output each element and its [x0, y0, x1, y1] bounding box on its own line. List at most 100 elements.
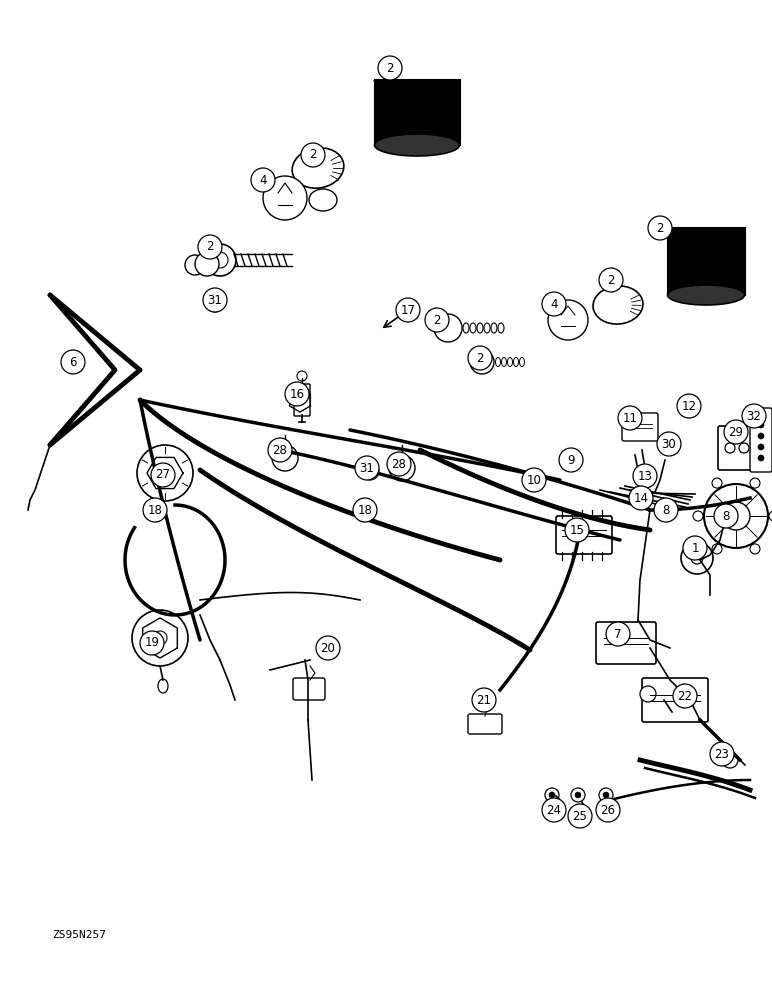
Text: 2: 2	[656, 222, 664, 234]
Text: 8: 8	[723, 510, 730, 522]
Text: 16: 16	[290, 387, 304, 400]
Text: 18: 18	[357, 504, 372, 516]
Ellipse shape	[496, 358, 500, 366]
Circle shape	[353, 498, 377, 522]
Circle shape	[712, 478, 722, 488]
Circle shape	[722, 502, 750, 530]
Circle shape	[203, 288, 227, 312]
Circle shape	[769, 511, 772, 521]
FancyBboxPatch shape	[468, 714, 502, 734]
Circle shape	[157, 465, 173, 481]
Text: 24: 24	[547, 804, 561, 816]
Circle shape	[297, 371, 307, 381]
Text: 13: 13	[638, 470, 652, 483]
Ellipse shape	[309, 189, 337, 211]
Circle shape	[195, 252, 219, 276]
Circle shape	[725, 443, 735, 453]
Text: 17: 17	[401, 304, 415, 316]
Circle shape	[603, 792, 609, 798]
Circle shape	[61, 350, 85, 374]
Circle shape	[212, 252, 228, 268]
FancyBboxPatch shape	[718, 426, 772, 470]
Text: 23: 23	[715, 748, 730, 760]
Text: 21: 21	[476, 694, 492, 706]
Circle shape	[742, 404, 766, 428]
Circle shape	[648, 216, 672, 240]
Text: 25: 25	[573, 810, 587, 822]
Circle shape	[571, 788, 585, 802]
Text: 29: 29	[729, 426, 743, 438]
Circle shape	[596, 798, 620, 822]
Circle shape	[542, 292, 566, 316]
Circle shape	[677, 394, 701, 418]
Circle shape	[545, 788, 559, 802]
Circle shape	[268, 438, 292, 462]
Ellipse shape	[484, 323, 490, 333]
Circle shape	[599, 788, 613, 802]
Circle shape	[758, 433, 764, 439]
Ellipse shape	[507, 358, 513, 366]
Circle shape	[137, 445, 193, 501]
Circle shape	[251, 168, 275, 192]
Text: 30: 30	[662, 438, 676, 450]
Ellipse shape	[513, 358, 519, 366]
Circle shape	[750, 478, 760, 488]
Circle shape	[361, 462, 379, 480]
FancyBboxPatch shape	[622, 413, 658, 441]
Circle shape	[606, 622, 630, 646]
Circle shape	[722, 752, 738, 768]
Text: 4: 4	[259, 174, 267, 186]
Circle shape	[206, 294, 224, 312]
Circle shape	[140, 631, 164, 655]
Circle shape	[185, 255, 205, 275]
Circle shape	[470, 350, 494, 374]
Text: 11: 11	[622, 412, 638, 424]
Circle shape	[387, 452, 411, 476]
Text: 2: 2	[310, 148, 317, 161]
FancyBboxPatch shape	[556, 516, 612, 554]
Circle shape	[403, 303, 417, 317]
FancyBboxPatch shape	[750, 408, 772, 472]
Ellipse shape	[502, 358, 506, 366]
Ellipse shape	[498, 323, 504, 333]
Ellipse shape	[374, 134, 459, 156]
Circle shape	[472, 688, 496, 712]
FancyBboxPatch shape	[596, 622, 656, 664]
Circle shape	[618, 406, 642, 430]
Text: 1: 1	[691, 542, 699, 554]
Circle shape	[710, 742, 734, 766]
Ellipse shape	[292, 148, 344, 188]
Circle shape	[549, 792, 555, 798]
Ellipse shape	[158, 679, 168, 693]
Text: 15: 15	[570, 524, 584, 536]
Circle shape	[750, 544, 760, 554]
Circle shape	[263, 176, 307, 220]
Ellipse shape	[491, 323, 497, 333]
Circle shape	[714, 504, 738, 528]
Circle shape	[285, 382, 309, 406]
Circle shape	[758, 422, 764, 428]
Text: 9: 9	[567, 454, 574, 466]
Circle shape	[683, 536, 707, 560]
Text: 8: 8	[662, 504, 669, 516]
Text: 31: 31	[208, 294, 222, 306]
Polygon shape	[375, 80, 460, 145]
Text: 2: 2	[386, 62, 394, 75]
Text: 2: 2	[433, 314, 441, 326]
Circle shape	[565, 518, 589, 542]
Text: 32: 32	[747, 410, 761, 422]
Circle shape	[568, 804, 592, 828]
Circle shape	[425, 308, 449, 332]
Circle shape	[753, 443, 763, 453]
Circle shape	[434, 314, 462, 342]
Circle shape	[272, 445, 298, 471]
Circle shape	[629, 486, 653, 510]
Circle shape	[693, 511, 703, 521]
Circle shape	[758, 455, 764, 461]
Circle shape	[153, 631, 167, 645]
Circle shape	[575, 792, 581, 798]
Circle shape	[396, 298, 420, 322]
Circle shape	[143, 498, 167, 522]
Circle shape	[704, 484, 768, 548]
Ellipse shape	[668, 285, 744, 305]
